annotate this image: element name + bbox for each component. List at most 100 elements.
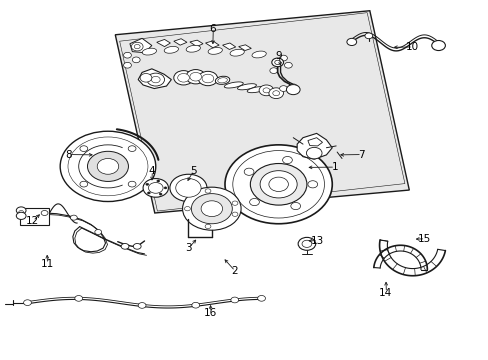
Polygon shape [189,40,203,46]
Polygon shape [238,45,251,50]
Circle shape [23,300,31,306]
Circle shape [173,71,193,85]
Circle shape [134,44,140,49]
Circle shape [201,201,222,217]
Circle shape [131,42,143,51]
Circle shape [279,55,287,61]
Circle shape [16,212,26,220]
Polygon shape [138,69,171,89]
Circle shape [128,146,136,152]
Circle shape [87,151,128,181]
Circle shape [169,174,206,202]
Text: 5: 5 [190,166,196,176]
Circle shape [16,207,26,214]
Circle shape [274,60,280,64]
Ellipse shape [237,84,256,90]
Circle shape [198,71,217,86]
Text: 13: 13 [310,236,324,246]
Circle shape [191,302,199,308]
Circle shape [95,229,102,234]
Polygon shape [130,39,152,53]
Circle shape [286,85,300,95]
Circle shape [204,189,210,193]
Circle shape [159,193,162,195]
Circle shape [123,52,131,58]
Text: 6: 6 [209,24,216,35]
Polygon shape [157,40,170,46]
Circle shape [147,73,164,86]
Circle shape [431,41,445,50]
Circle shape [19,211,23,214]
Circle shape [230,297,238,303]
Circle shape [249,198,259,206]
Circle shape [143,179,168,197]
Circle shape [244,168,253,175]
FancyBboxPatch shape [20,208,49,225]
Text: 8: 8 [65,150,72,160]
Circle shape [177,73,189,82]
Circle shape [147,192,150,194]
Polygon shape [205,41,219,48]
Text: 16: 16 [203,308,217,318]
Circle shape [60,131,156,202]
Circle shape [140,73,152,82]
Circle shape [75,296,82,301]
Circle shape [128,181,136,187]
Circle shape [185,69,205,84]
Circle shape [123,62,131,68]
Text: 7: 7 [358,150,364,160]
Circle shape [182,187,241,230]
Circle shape [132,57,140,63]
Circle shape [232,201,238,205]
Circle shape [298,237,315,250]
Circle shape [80,181,87,187]
Ellipse shape [217,78,227,83]
Polygon shape [297,134,331,159]
Circle shape [289,84,297,90]
Circle shape [232,212,238,216]
Circle shape [307,181,317,188]
Ellipse shape [247,86,265,93]
Circle shape [204,224,210,229]
Circle shape [70,215,77,220]
Ellipse shape [224,82,243,88]
Circle shape [346,39,356,45]
Circle shape [163,187,166,189]
Polygon shape [222,43,235,49]
Text: 10: 10 [406,42,418,52]
Circle shape [290,202,300,210]
Circle shape [151,76,160,83]
Circle shape [41,211,48,216]
Ellipse shape [208,48,222,54]
Circle shape [260,171,297,198]
Circle shape [189,72,201,81]
Circle shape [284,62,292,68]
Circle shape [271,58,283,67]
Ellipse shape [229,49,244,56]
Circle shape [306,147,322,159]
Circle shape [282,157,292,164]
Ellipse shape [251,51,266,58]
Circle shape [257,296,265,301]
Circle shape [302,240,311,247]
Circle shape [272,91,279,96]
Text: 11: 11 [41,259,54,269]
Circle shape [263,88,269,93]
Text: 2: 2 [231,266,238,276]
Circle shape [268,88,283,99]
Text: 1: 1 [331,162,337,172]
Circle shape [175,179,201,197]
Circle shape [268,177,288,192]
Circle shape [364,33,372,39]
Circle shape [145,183,148,185]
Circle shape [97,158,119,174]
Text: 12: 12 [26,216,39,226]
Circle shape [224,145,331,224]
Ellipse shape [215,76,229,84]
Circle shape [80,146,87,152]
Circle shape [191,194,232,224]
Circle shape [148,183,163,193]
Circle shape [250,163,306,205]
Circle shape [138,302,146,308]
Circle shape [259,85,273,96]
